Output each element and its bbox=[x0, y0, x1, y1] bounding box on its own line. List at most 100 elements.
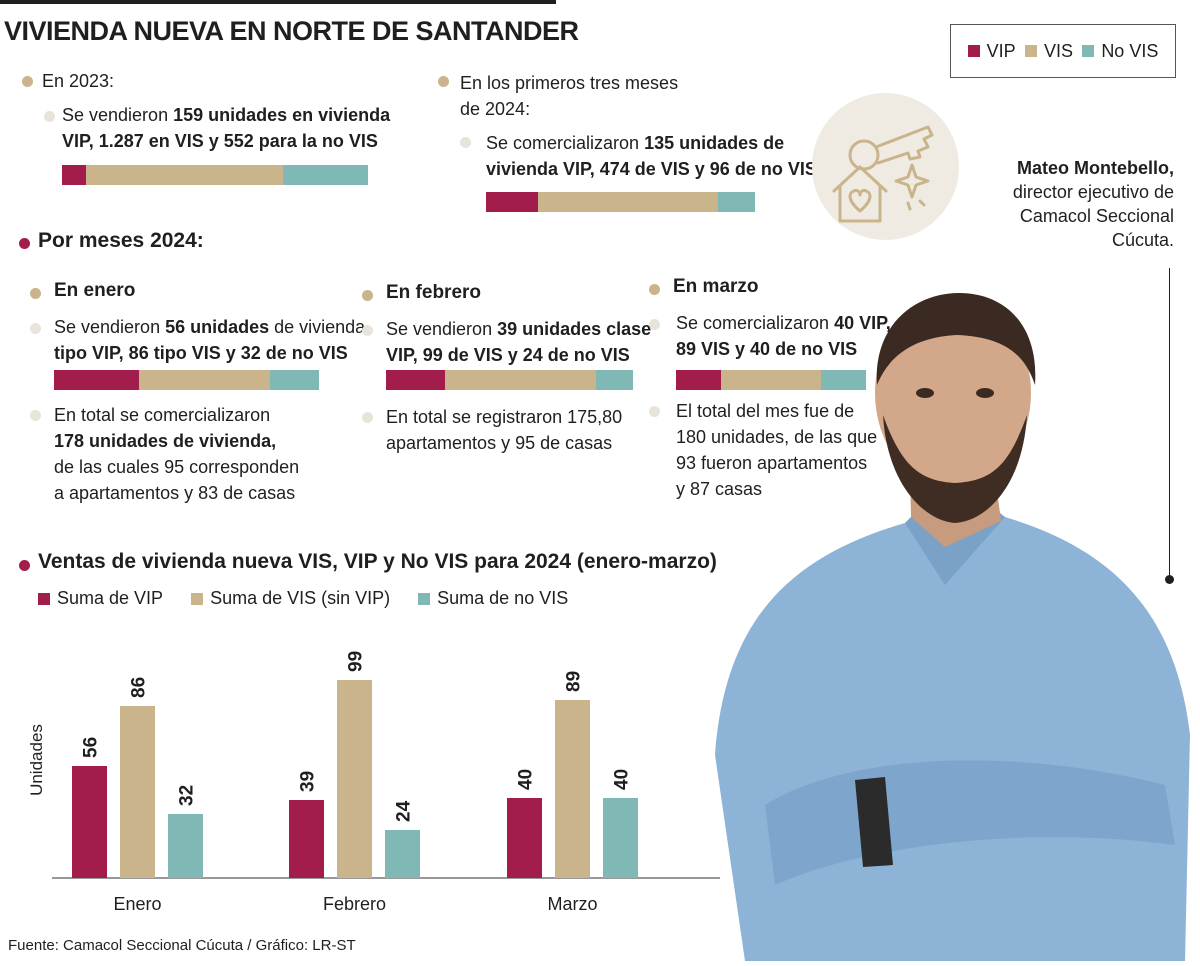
legend-vis-label: VIS bbox=[1043, 40, 1073, 61]
data-label: 40 bbox=[612, 769, 633, 790]
chart-legend-item: Suma de VIS (sin VIP) bbox=[191, 588, 390, 609]
chart-legend-label: Suma de VIP bbox=[57, 588, 164, 608]
chart-legend-item: Suma de no VIS bbox=[418, 588, 568, 609]
month-bar bbox=[676, 370, 866, 390]
month-total-l2: 178 unidades de vivienda, bbox=[54, 431, 277, 451]
month-total: En total se registraron 175,80 apartamen… bbox=[386, 404, 622, 456]
month-total-l1: El total del mes fue de bbox=[676, 401, 855, 421]
data-label: 39 bbox=[298, 771, 319, 792]
page-title: VIVIENDA NUEVA EN NORTE DE SANTANDER bbox=[4, 16, 579, 46]
house-key-icon bbox=[812, 93, 959, 240]
chart-legend-swatch bbox=[418, 592, 431, 605]
legend-vip: VIP bbox=[967, 40, 1016, 62]
bar bbox=[337, 680, 372, 878]
text-2023-pre: Se vendieron bbox=[62, 105, 174, 125]
bar-segment-vip bbox=[486, 192, 538, 212]
month-line2: VIP, 99 de VIS y 24 de no VIS bbox=[386, 345, 630, 365]
bar bbox=[168, 814, 203, 878]
bullet-dot bbox=[44, 111, 55, 122]
bar-segment-vis bbox=[720, 370, 822, 390]
bullet-dot bbox=[649, 319, 660, 330]
bullet-dot bbox=[22, 76, 33, 87]
chart-legend-swatch bbox=[38, 592, 50, 605]
section-dot bbox=[19, 238, 30, 249]
bar bbox=[72, 766, 107, 878]
bar-segment-vis bbox=[86, 165, 284, 185]
month-line1-post: de vivienda bbox=[269, 317, 366, 337]
caption-role3: Cúcuta. bbox=[1111, 230, 1174, 250]
month-line1-bold: 40 VIP, bbox=[834, 313, 891, 333]
bar bbox=[555, 700, 590, 878]
month-total-l1: En total se comercializaron bbox=[54, 405, 271, 425]
text-2023-bold: 159 unidades en vivienda bbox=[173, 105, 391, 125]
month-bar bbox=[54, 370, 319, 390]
data-label: 32 bbox=[177, 785, 198, 806]
legend-vip-label: VIP bbox=[986, 40, 1016, 61]
data-label: 40 bbox=[516, 769, 537, 790]
caption-pointer-dot bbox=[1165, 575, 1174, 584]
month-total-l2: 180 unidades, de las que bbox=[676, 427, 878, 447]
bullet-dot bbox=[649, 284, 660, 295]
month-line1-pre: Se vendieron bbox=[54, 317, 166, 337]
months-heading: Por meses 2024: bbox=[38, 229, 204, 252]
month-name: En enero bbox=[54, 280, 136, 301]
bullet-dot bbox=[649, 406, 660, 417]
text-2024-pre: Se comercializaron bbox=[486, 133, 645, 153]
vip-swatch bbox=[967, 45, 980, 57]
bar-segment-vip bbox=[54, 370, 140, 390]
legend-vis: VIS bbox=[1024, 40, 1073, 62]
chart-legend-label: Suma de no VIS bbox=[437, 588, 569, 608]
x-tick-label: Marzo bbox=[547, 894, 597, 914]
bar bbox=[507, 798, 542, 878]
month-line1-pre: Se vendieron bbox=[386, 319, 498, 339]
bullet-dot bbox=[460, 137, 471, 148]
month-line2: tipo VIP, 86 tipo VIS y 32 de no VIS bbox=[54, 343, 348, 363]
chart-legend: Suma de VIP Suma de VIS (sin VIP) Suma de … bbox=[38, 588, 568, 609]
month-total-l3: 93 fueron apartamentos bbox=[676, 453, 868, 473]
bar-chart: Unidades 56 86 32 Enero 39 99 24 Febrero 40 89 40 Ma… bbox=[27, 651, 720, 914]
month-line2: 89 VIS y 40 de no VIS bbox=[676, 339, 858, 359]
novis-swatch bbox=[1082, 45, 1095, 57]
month-total: El total del mes fue de 180 unidades, de… bbox=[676, 398, 877, 502]
label-2023: En 2023: bbox=[42, 71, 115, 91]
month-name: En marzo bbox=[673, 276, 759, 297]
month-bar bbox=[386, 370, 633, 390]
bar-segment-novis bbox=[270, 370, 319, 390]
chart-legend-label: Suma de VIS (sin VIP) bbox=[210, 588, 391, 608]
month-total-l4: a apartamentos y 83 de casas bbox=[54, 483, 296, 503]
bullet-dot bbox=[30, 288, 41, 299]
data-label: 86 bbox=[129, 677, 150, 698]
bullet-dot bbox=[30, 323, 41, 334]
legend: VIP VIS No VIS bbox=[950, 24, 1176, 78]
bar-segment-novis bbox=[718, 192, 755, 212]
month-total-l3: de las cuales 95 corresponden bbox=[54, 457, 300, 477]
text-2023-line2: VIP, 1.287 en VIS y 552 para la no VIS bbox=[62, 131, 378, 151]
caption-role2: Camacol Seccional bbox=[1019, 206, 1174, 226]
chart-legend-swatch bbox=[191, 592, 204, 605]
data-label: 24 bbox=[394, 800, 415, 822]
data-label: 89 bbox=[564, 671, 585, 692]
caption-role1: director ejecutivo de bbox=[1012, 182, 1174, 202]
bar bbox=[289, 800, 324, 878]
top-rule bbox=[0, 0, 556, 4]
text-2024-line2: vivienda VIP, 474 de VIS y 96 de no VIS bbox=[486, 159, 817, 179]
chart-legend-item: Suma de VIP bbox=[38, 588, 163, 609]
bullet-dot bbox=[362, 325, 373, 336]
bar-segment-vis bbox=[537, 192, 719, 212]
data-label: 56 bbox=[81, 737, 102, 758]
bullet-dot bbox=[438, 76, 449, 87]
bar-segment-vip bbox=[62, 165, 87, 185]
bar bbox=[385, 830, 420, 878]
text-2024-line1: Se comercializaron 135 unidades de bbox=[486, 130, 784, 156]
month-total-l4: y 87 casas bbox=[676, 479, 763, 499]
month-name: En febrero bbox=[386, 282, 482, 303]
x-tick-label: Febrero bbox=[323, 894, 386, 914]
caption-pointer-line bbox=[1169, 268, 1170, 578]
bar-2024 bbox=[486, 192, 755, 212]
bar-segment-vip bbox=[676, 370, 721, 390]
bar-segment-novis bbox=[821, 370, 866, 390]
text-2024-bold: 135 unidades de bbox=[644, 133, 785, 153]
bar-segment-novis bbox=[596, 370, 633, 390]
bullet-dot bbox=[362, 290, 373, 301]
month-line1: Se comercializaron 40 VIP, bbox=[676, 310, 891, 336]
